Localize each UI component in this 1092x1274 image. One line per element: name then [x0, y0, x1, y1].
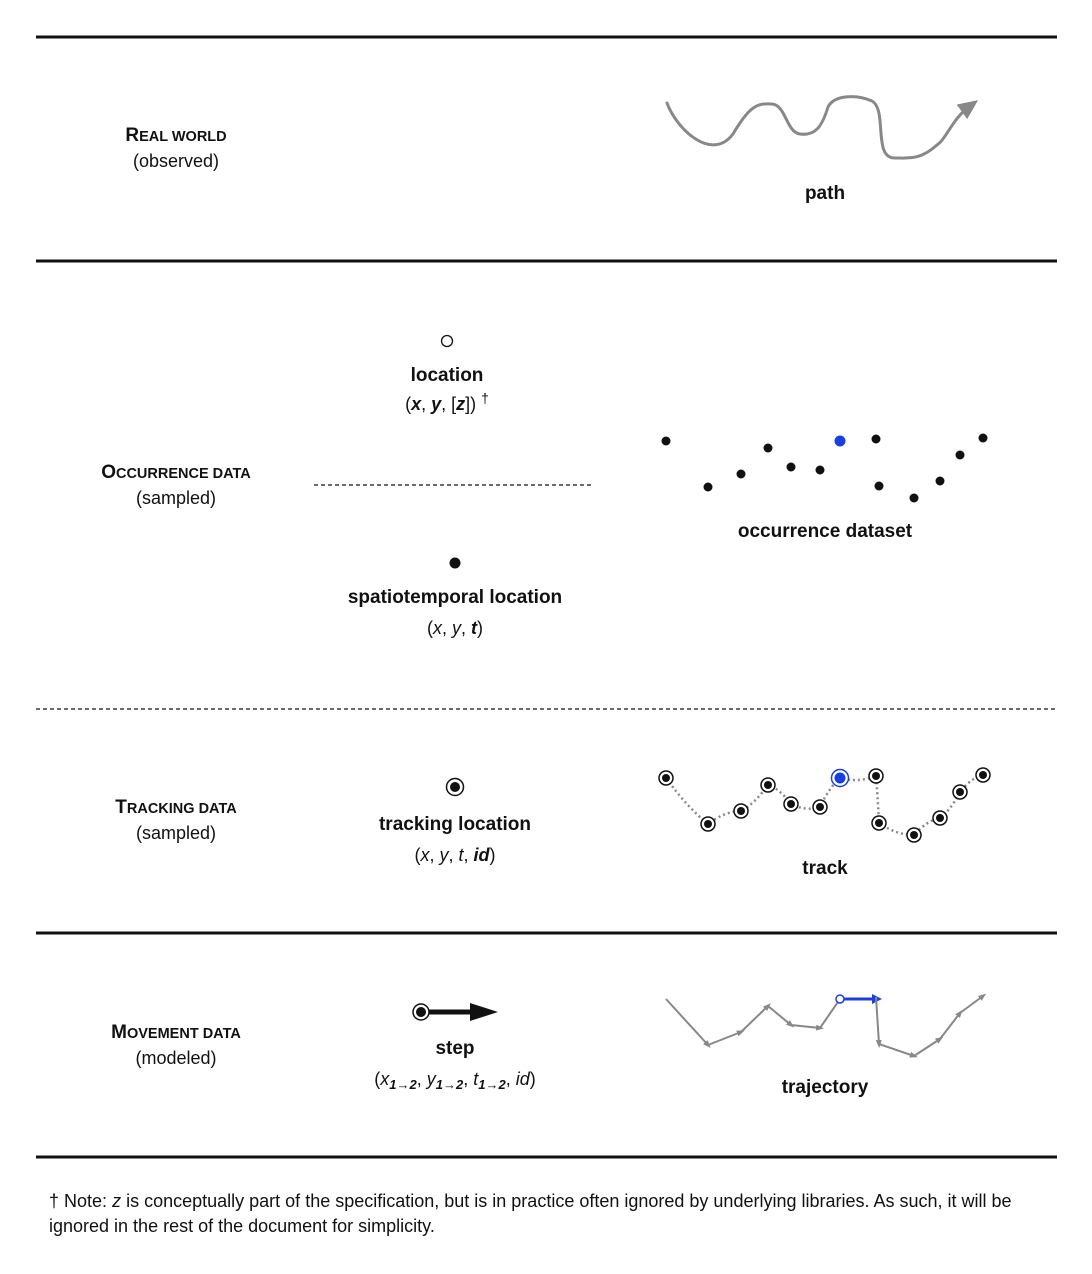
trajectory-step-origin: [835, 994, 845, 1004]
open-circle-icon: [440, 334, 454, 348]
path-label: path: [805, 183, 845, 204]
row-qualifier-tracking: (sampled): [136, 823, 216, 843]
track-point: [764, 781, 772, 789]
occurrence-dataset-points: [661, 433, 988, 503]
occurrence-point: [935, 476, 945, 486]
track-point: [662, 774, 670, 782]
track-point: [936, 814, 944, 822]
trajectory-step: [767, 1005, 795, 1028]
row-title-occurrence: OCCURRENCE DATA: [101, 462, 251, 483]
track-point: [737, 807, 745, 815]
occurrence-point: [736, 469, 746, 479]
trajectory-label: trajectory: [782, 1077, 869, 1098]
row-title-real-world: REAL WORLD: [125, 125, 226, 146]
location-coords: (x, y, [z]) †: [405, 390, 489, 414]
location-label: location: [411, 365, 484, 386]
filled-dot-icon: [449, 557, 461, 569]
track-point: [704, 820, 712, 828]
row-title-movement: MOVEMENT DATA: [111, 1022, 241, 1043]
track-point: [816, 803, 824, 811]
occurrence-point: [978, 433, 988, 443]
row-qualifier-real-world: (observed): [133, 151, 219, 171]
occurrence-dataset-label: occurrence dataset: [738, 521, 913, 542]
step-coords: (x1→2, y1→2, t1→2, id): [374, 1069, 535, 1092]
occurrence-point: [871, 434, 881, 444]
occurrence-point: [703, 482, 713, 492]
path-icon: [665, 95, 979, 160]
row-title-tracking: TRACKING DATA: [115, 797, 237, 818]
step-label: step: [435, 1038, 474, 1059]
trajectory-step: [819, 995, 843, 1029]
occurrence-point: [874, 481, 884, 491]
track-point: [956, 788, 964, 796]
occurrence-point: [955, 450, 965, 460]
track-point: [872, 772, 880, 780]
tracking-location-coords: (x, y, t, id): [414, 845, 495, 865]
trajectory: [665, 993, 987, 1058]
occurrence-point: [909, 493, 919, 503]
footnote-prefix: Note:: [64, 1191, 108, 1211]
trajectory-step: [939, 1009, 963, 1040]
trajectory-step: [740, 1003, 771, 1033]
track: [658, 767, 991, 843]
step-arrow-icon: [412, 1003, 498, 1021]
row-qualifier-occurrence: (sampled): [136, 488, 216, 508]
trajectory-step: [959, 993, 987, 1014]
footnote-dagger: †: [49, 1191, 60, 1211]
footnote-variable: z: [112, 1191, 122, 1211]
track-point: [910, 831, 918, 839]
trajectory-step: [707, 1030, 745, 1046]
track-point: [875, 819, 883, 827]
ringed-dot-icon: [445, 777, 465, 797]
spatiotemporal-location-label: spatiotemporal location: [348, 587, 562, 608]
occurrence-point: [786, 462, 796, 472]
track-point: [979, 771, 987, 779]
footnote-text: is conceptually part of the specificatio…: [49, 1191, 1012, 1236]
occurrence-point: [815, 465, 825, 475]
occurrence-point: [834, 435, 846, 447]
track-point: [834, 772, 846, 784]
track-point: [787, 800, 795, 808]
spatiotemporal-location-coords: (x, y, t): [427, 618, 483, 638]
trajectory-step: [665, 998, 711, 1048]
footnote: † Note: z is conceptually part of the sp…: [49, 1189, 1059, 1239]
trajectory-step: [790, 1024, 824, 1031]
trajectory-step: [913, 1036, 944, 1057]
row-qualifier-movement: (modeled): [135, 1048, 216, 1068]
track-label: track: [802, 858, 848, 879]
occurrence-point: [661, 436, 671, 446]
occurrence-point: [763, 443, 773, 453]
trajectory-step: [875, 996, 882, 1048]
tracking-location-label: tracking location: [379, 814, 531, 835]
trajectory-step: [878, 1043, 918, 1058]
